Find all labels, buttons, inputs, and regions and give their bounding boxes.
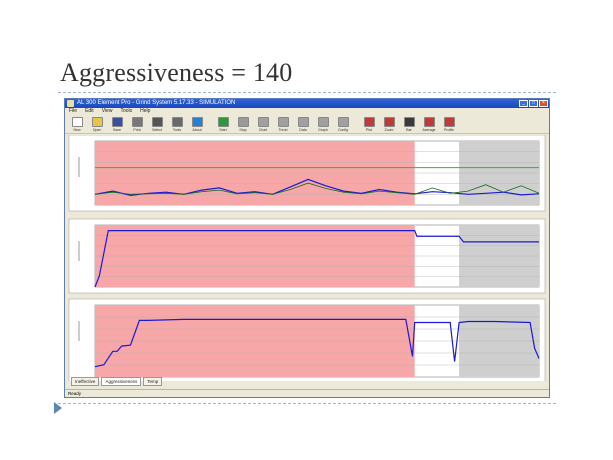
menu-item[interactable]: Tools bbox=[120, 108, 133, 114]
toolbar-button-label: Chart bbox=[258, 128, 268, 132]
series-line bbox=[94, 178, 540, 197]
sheet-tab[interactable]: Aggressiveness bbox=[101, 377, 142, 386]
bullet-arrow-icon bbox=[54, 402, 62, 414]
average-icon bbox=[423, 117, 435, 127]
toolbar-button[interactable]: Start bbox=[213, 115, 233, 133]
series-line bbox=[94, 182, 540, 195]
toolbar-button[interactable]: Graph bbox=[313, 115, 333, 133]
data-icon bbox=[297, 117, 309, 127]
sheet-tab[interactable]: Temp bbox=[143, 377, 163, 386]
chart-canvas bbox=[68, 135, 546, 381]
toolbar-button[interactable]: About bbox=[187, 115, 207, 133]
toolbar-button[interactable]: Select bbox=[147, 115, 167, 133]
menu-item[interactable]: View bbox=[101, 108, 113, 114]
app-window: AL 300 Element Pro - Grind System 5.17.3… bbox=[64, 98, 550, 398]
toolbar-button[interactable]: Open bbox=[87, 115, 107, 133]
toolbar-button-label: Trend bbox=[278, 128, 288, 132]
toolbar-button[interactable]: Profile bbox=[439, 115, 459, 133]
save-icon bbox=[111, 117, 123, 127]
new-file-icon bbox=[71, 117, 83, 127]
toolbar-button-label: Zoom bbox=[384, 128, 394, 132]
toolbar-button[interactable]: Bar bbox=[399, 115, 419, 133]
menu-item[interactable]: File bbox=[69, 108, 78, 114]
window-title: AL 300 Element Pro - Grind System 5.17.3… bbox=[77, 100, 236, 106]
toolbar-button[interactable]: Print bbox=[127, 115, 147, 133]
toolbar-button-label: Data bbox=[299, 128, 307, 132]
toolbar-button[interactable]: Config bbox=[333, 115, 353, 133]
toolbar-button-label: About bbox=[192, 128, 202, 132]
toolbar-button-label: Average bbox=[422, 128, 436, 132]
toolbar-button[interactable]: Plot bbox=[359, 115, 379, 133]
stop-icon bbox=[237, 117, 249, 127]
toolbar-button[interactable]: New bbox=[67, 115, 87, 133]
series-line bbox=[94, 229, 539, 288]
window-titlebar: AL 300 Element Pro - Grind System 5.17.3… bbox=[65, 99, 549, 108]
toolbar-button-label: Bar bbox=[406, 128, 412, 132]
toolbar-button[interactable]: Trend bbox=[273, 115, 293, 133]
chart-area bbox=[67, 135, 547, 381]
toolbar-button[interactable]: Average bbox=[419, 115, 439, 133]
config-icon bbox=[337, 117, 349, 127]
toolbar-button-label: Open bbox=[92, 128, 102, 132]
graph-icon bbox=[317, 117, 329, 127]
toolbar-button[interactable]: Save bbox=[107, 115, 127, 133]
toolbar-button-label: Graph bbox=[318, 128, 328, 132]
toolbar-button[interactable]: Stop bbox=[233, 115, 253, 133]
sheet-tab[interactable]: Ineffective bbox=[71, 377, 100, 386]
start-icon bbox=[217, 117, 229, 127]
minimize-button[interactable]: _ bbox=[519, 100, 528, 107]
toolbar-button[interactable]: Zoom bbox=[379, 115, 399, 133]
toolbar-button-label: Select bbox=[152, 128, 162, 132]
close-button[interactable]: × bbox=[539, 100, 548, 107]
series-line bbox=[94, 318, 540, 368]
maximize-button[interactable]: □ bbox=[529, 100, 538, 107]
menu-bar: File Edit View Tools Help bbox=[65, 108, 549, 115]
status-bar: Ready bbox=[65, 389, 549, 397]
open-folder-icon bbox=[91, 117, 103, 127]
toolbar-button-label: Profile bbox=[444, 128, 454, 132]
select-icon bbox=[151, 117, 163, 127]
window-controls: _ □ × bbox=[519, 100, 548, 107]
footer-divider bbox=[58, 403, 556, 404]
wrench-icon bbox=[171, 117, 183, 127]
menu-item[interactable]: Help bbox=[140, 108, 151, 114]
app-icon bbox=[67, 100, 74, 107]
menu-item[interactable]: Edit bbox=[85, 108, 94, 114]
toolbar-button-label: Plot bbox=[365, 128, 373, 132]
toolbar-button-label: Save bbox=[113, 128, 121, 132]
toolbar-button-label: Config bbox=[337, 128, 349, 132]
toolbar-button-label: Start bbox=[219, 128, 227, 132]
bar-icon bbox=[403, 117, 415, 127]
plot-icon bbox=[363, 117, 375, 127]
sheet-tabs: Ineffective Aggressiveness Temp bbox=[71, 377, 163, 386]
toolbar: New Open Save Print Select Tools About Start Sto… bbox=[65, 115, 549, 134]
zoom-icon bbox=[383, 117, 395, 127]
toolbar-button-label: New bbox=[73, 128, 81, 132]
slide-title: Aggressiveness = 140 bbox=[60, 58, 293, 87]
toolbar-button[interactable]: Data bbox=[293, 115, 313, 133]
title-divider bbox=[58, 92, 556, 93]
toolbar-button[interactable]: Tools bbox=[167, 115, 187, 133]
toolbar-button-label: Print bbox=[133, 128, 141, 132]
info-icon bbox=[191, 117, 203, 127]
toolbar-button-label: Stop bbox=[239, 128, 247, 132]
chart-icon bbox=[257, 117, 269, 127]
toolbar-button-label: Tools bbox=[172, 128, 182, 132]
print-icon bbox=[131, 117, 143, 127]
trend-icon bbox=[277, 117, 289, 127]
toolbar-button[interactable]: Chart bbox=[253, 115, 273, 133]
profile-icon bbox=[443, 117, 455, 127]
